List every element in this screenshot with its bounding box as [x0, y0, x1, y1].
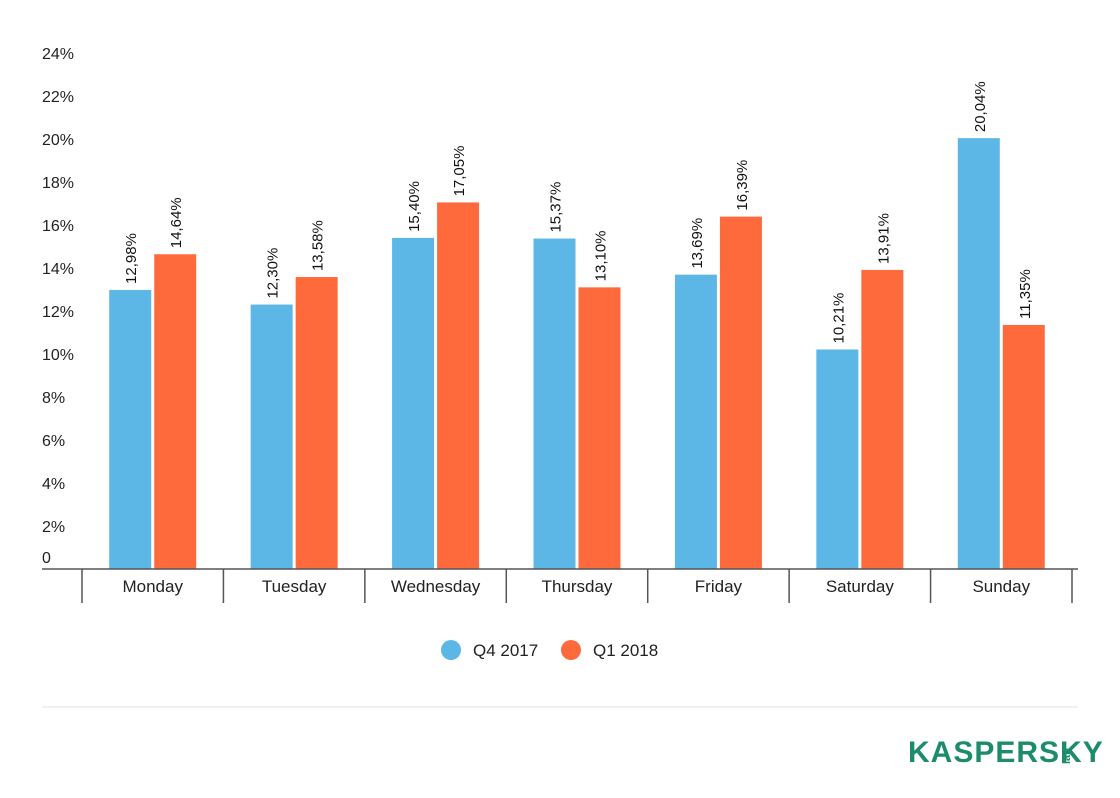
x-axis-categories: Monday Tuesday Wednesday Thursday Friday Satu… — [122, 577, 1030, 596]
x-category-label: Sunday — [972, 577, 1030, 596]
bar — [533, 238, 576, 570]
y-tick-label: 0 — [42, 550, 51, 567]
bar — [578, 287, 621, 569]
x-category-label: Tuesday — [262, 577, 327, 596]
y-tick-label: 6% — [42, 433, 65, 450]
bar — [957, 138, 1000, 569]
y-axis-ticks: 0 2% 4% 6% 8% 10% 12% 14% 16% 18% 20% 22% 24% — [42, 46, 74, 567]
data-label: 12,98% — [123, 233, 140, 284]
x-category-label: Saturday — [826, 577, 895, 596]
y-tick-label: 8% — [42, 390, 65, 407]
y-tick-label: 24% — [42, 46, 74, 63]
x-axis — [42, 568, 1078, 603]
y-tick-label: 20% — [42, 132, 74, 149]
data-label: 12,30% — [265, 248, 282, 299]
logo-text: KASPERSKY — [908, 736, 1104, 769]
legend: Q4 2017 Q1 2018 — [441, 640, 658, 660]
data-labels: 12,98% 14,64% 12,30% 13,58% 15,40% 17,05% 15,3… — [123, 81, 1034, 343]
x-category-label: Thursday — [542, 577, 613, 596]
kaspersky-logo: KASPERSKY lab — [908, 736, 1104, 769]
y-tick-label: 2% — [42, 519, 65, 536]
bars — [109, 138, 1045, 570]
bar — [861, 269, 904, 569]
data-label: 10,21% — [830, 293, 847, 344]
bar — [154, 254, 197, 570]
y-tick-label: 22% — [42, 89, 74, 106]
bar — [1002, 324, 1045, 569]
legend-swatch — [561, 640, 581, 660]
data-label: 16,39% — [734, 160, 751, 211]
data-label: 15,40% — [406, 181, 423, 232]
bar — [295, 277, 338, 569]
data-label: 13,69% — [689, 218, 706, 269]
bar — [816, 349, 859, 569]
bar — [109, 289, 152, 569]
data-label: 17,05% — [451, 146, 468, 197]
legend-label: Q4 2017 — [473, 641, 538, 660]
y-tick-label: 16% — [42, 218, 74, 235]
legend-swatch — [441, 640, 461, 660]
data-label: 20,04% — [972, 81, 989, 132]
y-tick-label: 12% — [42, 304, 74, 321]
y-tick-label: 14% — [42, 261, 74, 278]
data-label: 15,37% — [548, 182, 565, 233]
bar — [250, 304, 293, 569]
y-tick-label: 18% — [42, 175, 74, 192]
y-tick-label: 10% — [42, 347, 74, 364]
data-label: 13,91% — [875, 213, 892, 264]
data-label: 13,10% — [593, 230, 610, 281]
bar — [392, 237, 435, 569]
legend-label: Q1 2018 — [593, 641, 658, 660]
x-category-label: Monday — [122, 577, 183, 596]
data-label: 14,64% — [168, 197, 185, 248]
bar — [719, 216, 762, 570]
logo-sub: lab — [1061, 748, 1073, 764]
x-category-label: Wednesday — [391, 577, 481, 596]
data-label: 11,35% — [1017, 269, 1034, 319]
bar — [674, 274, 717, 569]
y-tick-label: 4% — [42, 476, 65, 493]
bar — [437, 202, 480, 570]
data-label: 13,58% — [310, 220, 327, 271]
x-category-label: Friday — [695, 577, 743, 596]
